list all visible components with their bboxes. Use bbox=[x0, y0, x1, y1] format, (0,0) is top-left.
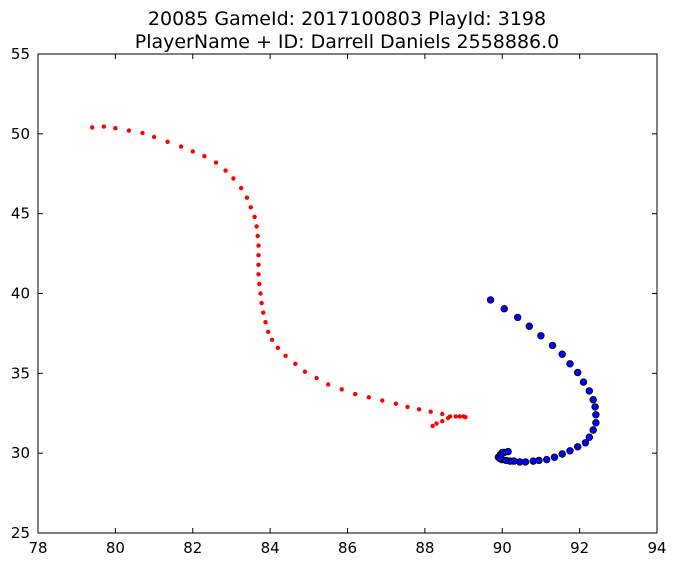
red-data-point bbox=[258, 291, 263, 296]
plot-frame bbox=[37, 53, 658, 534]
red-data-point bbox=[430, 423, 435, 429]
red-data-point bbox=[428, 409, 433, 414]
blue-data-point bbox=[514, 313, 522, 322]
red-data-point bbox=[261, 310, 266, 315]
x-tick-label: 94 bbox=[647, 539, 666, 557]
red-data-point bbox=[244, 195, 250, 200]
blue-data-point bbox=[550, 453, 559, 461]
y-tick-label: 40 bbox=[11, 285, 30, 303]
red-data-point bbox=[434, 421, 439, 426]
red-data-point bbox=[302, 369, 308, 374]
red-data-point bbox=[256, 243, 261, 248]
red-data-point bbox=[231, 176, 236, 181]
red-data-point bbox=[190, 149, 195, 154]
red-data-point bbox=[252, 214, 257, 220]
red-data-point bbox=[269, 337, 275, 342]
chart-title-line2: PlayerName + ID: Darrell Daniels 2558886… bbox=[135, 31, 560, 53]
x-tick-label: 92 bbox=[570, 539, 589, 557]
blue-data-point bbox=[574, 368, 582, 377]
red-data-point bbox=[380, 398, 385, 403]
red-data-point bbox=[266, 329, 271, 334]
x-tick-label: 84 bbox=[261, 539, 280, 557]
red-data-point bbox=[254, 224, 259, 229]
red-data-point bbox=[256, 253, 261, 258]
red-data-point bbox=[178, 144, 184, 149]
y-tick-label: 35 bbox=[11, 364, 30, 382]
red-data-point bbox=[151, 134, 157, 140]
blue-data-point bbox=[558, 450, 566, 458]
red-data-point bbox=[405, 404, 410, 410]
y-tick-label: 55 bbox=[11, 45, 30, 63]
red-data-point bbox=[440, 411, 445, 417]
red-data-point bbox=[263, 320, 268, 325]
blue-data-point bbox=[579, 378, 588, 386]
red-data-point bbox=[314, 375, 319, 381]
red-data-point bbox=[283, 353, 288, 358]
red-data-point bbox=[256, 272, 261, 277]
y-tick-label: 30 bbox=[11, 444, 30, 462]
red-data-point bbox=[256, 262, 261, 267]
axis-ticks: 78 80 82 84 86 88 90 92 94 25 30 35 40 45 50 55 bbox=[11, 45, 667, 557]
red-data-point bbox=[213, 160, 219, 165]
blue-data-point bbox=[529, 457, 537, 465]
blue-data-point bbox=[566, 447, 574, 455]
blue-data-point bbox=[574, 443, 582, 451]
red-data-point bbox=[238, 185, 244, 191]
red-data-point bbox=[126, 128, 132, 133]
blue-data-point bbox=[591, 403, 599, 411]
red-data-point bbox=[140, 130, 145, 136]
blue-data-point bbox=[566, 360, 574, 368]
blue-data-point bbox=[585, 433, 593, 441]
red-data-point bbox=[416, 407, 422, 412]
red-data-point bbox=[463, 415, 468, 420]
y-tick-label: 25 bbox=[11, 524, 30, 542]
red-data-point bbox=[457, 414, 462, 419]
x-tick-label: 90 bbox=[493, 539, 512, 557]
red-data-point bbox=[440, 419, 445, 424]
red-data-point bbox=[445, 415, 451, 421]
blue-data-point bbox=[589, 396, 597, 404]
x-tick-label: 82 bbox=[183, 539, 202, 557]
blue-data-point bbox=[496, 454, 504, 462]
red-data-point bbox=[393, 401, 399, 406]
red-data-point bbox=[326, 382, 331, 387]
red-data-point bbox=[353, 391, 358, 397]
blue-data-point bbox=[543, 455, 551, 464]
red-data-point bbox=[293, 361, 298, 366]
red-data-point bbox=[90, 125, 95, 130]
red-data-point bbox=[223, 168, 228, 173]
red-data-point bbox=[453, 414, 458, 419]
blue-data-point bbox=[558, 350, 566, 358]
x-tick-label: 78 bbox=[28, 539, 47, 557]
blue-data-point bbox=[581, 439, 590, 447]
y-tick-label: 50 bbox=[11, 125, 30, 143]
chart-title-line1: 20085 GameId: 2017100803 PlayId: 3198 bbox=[148, 8, 546, 30]
red-data-point bbox=[366, 395, 371, 400]
x-tick-label: 80 bbox=[106, 539, 125, 557]
red-data-point bbox=[255, 233, 260, 239]
blue-data-point bbox=[592, 419, 600, 427]
blue-data-point bbox=[500, 305, 508, 313]
red-data-point bbox=[275, 345, 281, 350]
red-data-point bbox=[113, 126, 118, 131]
blue-data-point bbox=[525, 322, 533, 330]
x-tick-label: 88 bbox=[415, 539, 434, 557]
red-data-point bbox=[339, 387, 344, 392]
red-data-point bbox=[202, 154, 207, 159]
blue-data-point bbox=[537, 332, 545, 340]
blue-data-point bbox=[548, 341, 557, 350]
blue-data-point bbox=[592, 411, 600, 419]
blue-data-point bbox=[585, 387, 593, 395]
red-data-point bbox=[165, 139, 170, 144]
red-data-point bbox=[257, 281, 262, 287]
red-data-point bbox=[101, 124, 107, 129]
y-tick-label: 45 bbox=[11, 205, 30, 223]
blue-data-point bbox=[486, 296, 495, 304]
red-data-point bbox=[259, 300, 264, 306]
blue-data-point bbox=[589, 426, 597, 434]
x-tick-label: 86 bbox=[338, 539, 357, 557]
plot-points bbox=[90, 124, 600, 466]
red-data-point bbox=[248, 205, 253, 210]
